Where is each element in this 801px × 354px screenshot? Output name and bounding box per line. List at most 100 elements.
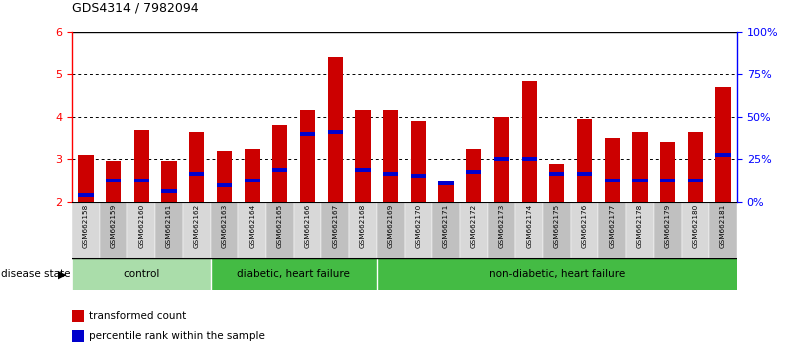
Text: GSM662158: GSM662158	[83, 204, 89, 248]
Bar	[106, 179, 121, 182]
Bar	[605, 179, 620, 182]
FancyBboxPatch shape	[626, 202, 654, 258]
Bar	[72, 330, 84, 342]
Bar	[328, 57, 343, 202]
Bar	[688, 179, 703, 182]
Bar	[632, 179, 647, 182]
Bar	[383, 172, 398, 176]
Text: GSM662169: GSM662169	[388, 204, 393, 248]
Bar	[78, 194, 94, 197]
Text: control: control	[123, 269, 159, 279]
FancyBboxPatch shape	[488, 202, 515, 258]
Bar	[494, 117, 509, 202]
FancyBboxPatch shape	[211, 202, 239, 258]
FancyBboxPatch shape	[405, 202, 433, 258]
FancyBboxPatch shape	[598, 202, 626, 258]
Text: GDS4314 / 7982094: GDS4314 / 7982094	[72, 1, 199, 14]
Bar	[688, 132, 703, 202]
Text: GSM662159: GSM662159	[111, 204, 117, 248]
Text: GSM662163: GSM662163	[221, 204, 227, 248]
Text: GSM662167: GSM662167	[332, 204, 338, 248]
Text: GSM662166: GSM662166	[304, 204, 311, 248]
FancyBboxPatch shape	[155, 202, 183, 258]
FancyBboxPatch shape	[709, 202, 737, 258]
Bar	[244, 179, 260, 182]
Text: ▶: ▶	[58, 269, 66, 279]
Bar	[549, 172, 565, 176]
FancyBboxPatch shape	[515, 202, 543, 258]
Bar	[605, 138, 620, 202]
Text: GSM662170: GSM662170	[416, 204, 421, 248]
Text: GSM662171: GSM662171	[443, 204, 449, 248]
Bar	[577, 119, 592, 202]
Text: GSM662175: GSM662175	[553, 204, 560, 248]
FancyBboxPatch shape	[543, 202, 571, 258]
Bar	[162, 189, 177, 193]
Text: GSM662173: GSM662173	[498, 204, 505, 248]
Bar	[106, 161, 121, 202]
Bar	[466, 149, 481, 202]
Text: GSM662180: GSM662180	[692, 204, 698, 248]
FancyBboxPatch shape	[571, 202, 598, 258]
Text: non-diabetic, heart failure: non-diabetic, heart failure	[489, 269, 625, 279]
FancyBboxPatch shape	[654, 202, 682, 258]
Bar	[272, 125, 288, 202]
Bar	[356, 110, 371, 202]
Bar	[577, 172, 592, 176]
Bar	[72, 258, 211, 290]
Bar	[438, 181, 453, 202]
Bar	[660, 142, 675, 202]
Bar	[78, 155, 94, 202]
Text: transformed count: transformed count	[90, 311, 187, 321]
Text: diabetic, heart failure: diabetic, heart failure	[237, 269, 350, 279]
FancyBboxPatch shape	[321, 202, 349, 258]
Bar	[411, 175, 426, 178]
Bar	[356, 168, 371, 172]
Text: GSM662177: GSM662177	[610, 204, 615, 248]
Bar	[189, 132, 204, 202]
Bar	[376, 258, 737, 290]
Bar	[300, 110, 315, 202]
Bar	[72, 310, 84, 322]
Bar	[521, 81, 537, 202]
Bar	[217, 183, 232, 187]
FancyBboxPatch shape	[294, 202, 321, 258]
Text: GSM662181: GSM662181	[720, 204, 726, 248]
Bar	[328, 130, 343, 133]
FancyBboxPatch shape	[183, 202, 211, 258]
Text: GSM662179: GSM662179	[665, 204, 670, 248]
Text: GSM662165: GSM662165	[277, 204, 283, 248]
Bar	[715, 153, 731, 157]
Text: GSM662178: GSM662178	[637, 204, 643, 248]
Bar	[272, 168, 288, 172]
FancyBboxPatch shape	[266, 202, 294, 258]
Bar	[211, 258, 376, 290]
Text: disease state: disease state	[1, 269, 70, 279]
Bar	[660, 179, 675, 182]
FancyBboxPatch shape	[433, 202, 460, 258]
Bar	[217, 151, 232, 202]
Bar	[494, 158, 509, 161]
FancyBboxPatch shape	[239, 202, 266, 258]
Text: GSM662168: GSM662168	[360, 204, 366, 248]
Text: GSM662176: GSM662176	[582, 204, 588, 248]
Bar	[383, 110, 398, 202]
Bar	[134, 130, 149, 202]
Bar	[466, 170, 481, 174]
Bar	[411, 121, 426, 202]
Bar	[300, 132, 315, 136]
Bar	[632, 132, 647, 202]
Text: percentile rank within the sample: percentile rank within the sample	[90, 331, 265, 341]
FancyBboxPatch shape	[127, 202, 155, 258]
Bar	[244, 149, 260, 202]
Bar	[134, 179, 149, 182]
FancyBboxPatch shape	[349, 202, 376, 258]
Text: GSM662174: GSM662174	[526, 204, 532, 248]
Bar	[715, 87, 731, 202]
Bar	[162, 161, 177, 202]
FancyBboxPatch shape	[100, 202, 127, 258]
Bar	[521, 158, 537, 161]
Bar	[438, 181, 453, 184]
Bar	[549, 164, 565, 202]
FancyBboxPatch shape	[460, 202, 488, 258]
